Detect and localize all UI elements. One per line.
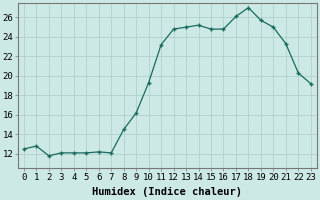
X-axis label: Humidex (Indice chaleur): Humidex (Indice chaleur) [92, 187, 242, 197]
